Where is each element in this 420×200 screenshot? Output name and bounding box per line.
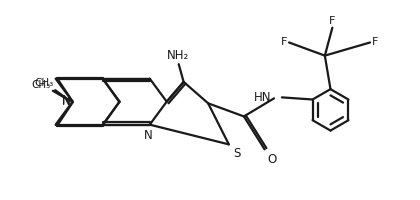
Text: HN: HN bbox=[254, 91, 271, 104]
Text: F: F bbox=[329, 16, 336, 26]
Text: N: N bbox=[62, 95, 71, 108]
Text: N: N bbox=[143, 129, 152, 142]
Text: CH₃: CH₃ bbox=[32, 80, 51, 90]
Text: S: S bbox=[233, 147, 240, 160]
Text: CH₃: CH₃ bbox=[34, 78, 53, 88]
Text: NH₂: NH₂ bbox=[167, 49, 189, 62]
Text: F: F bbox=[281, 37, 287, 47]
Text: F: F bbox=[372, 37, 378, 47]
Text: O: O bbox=[268, 153, 277, 166]
Text: N: N bbox=[62, 94, 71, 107]
